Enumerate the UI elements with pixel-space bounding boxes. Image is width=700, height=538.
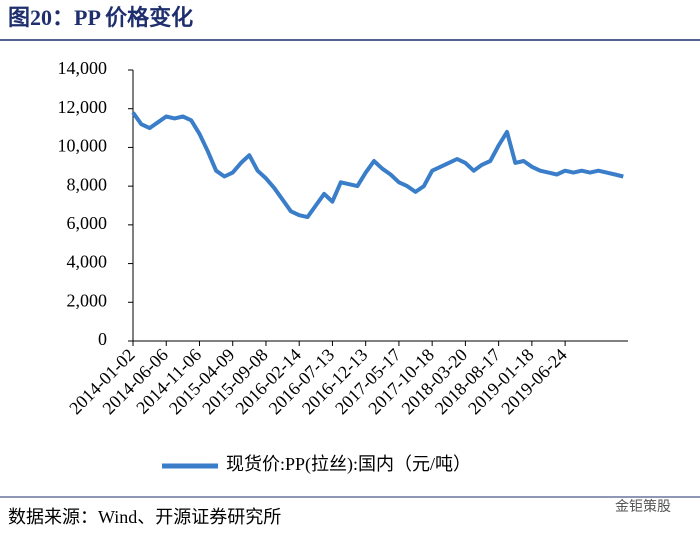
chart-title: 图20：PP 价格变化 [8,5,193,30]
series-line [131,111,624,220]
y-tick-label: 6,000 [67,213,108,233]
y-tick-label: 0 [98,329,107,349]
y-tick-label: 14,000 [58,58,108,78]
y-tick-label: 2,000 [67,290,108,310]
watermark: 金钜策股 [615,498,671,515]
y-tick-label: 8,000 [67,174,108,194]
y-tick-label: 4,000 [67,252,108,272]
y-tick-label: 12,000 [58,97,108,117]
source: 数据来源：Wind、开源证券研究所 [8,507,281,527]
y-tick-label: 10,000 [58,136,108,156]
legend-label: 现货价:PP(拉丝):国内（元/吨） [226,454,471,475]
